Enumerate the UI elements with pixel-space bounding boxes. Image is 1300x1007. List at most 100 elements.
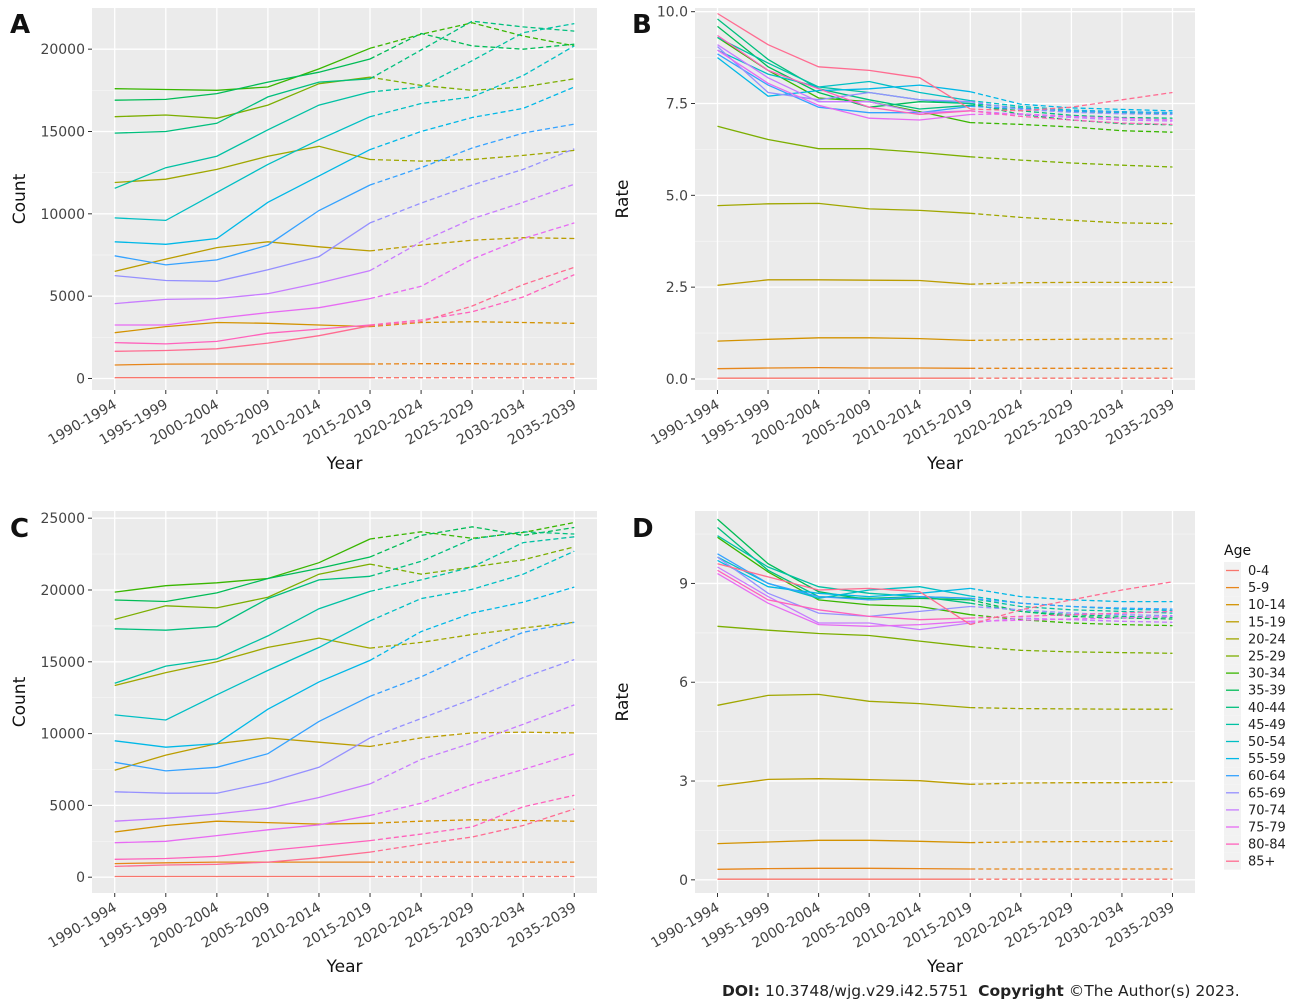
series-line-projected-30-34 (970, 614, 1173, 627)
series-line-observed-60-64 (114, 695, 371, 772)
legend-label: 40-44 (1248, 701, 1286, 716)
legend-label: 50-54 (1248, 735, 1286, 750)
copyright-label: Copyright (978, 982, 1064, 1000)
legend-label: 60-64 (1248, 769, 1286, 784)
series-line-projected-85+ (970, 91, 1173, 112)
series-line-observed-40-44 (717, 18, 971, 110)
legend-label: 80-84 (1248, 838, 1286, 853)
series-line-observed-15-19 (717, 279, 971, 286)
y-tick-label: 25000 (40, 511, 85, 527)
panel-letter: D (632, 514, 654, 544)
series-line-projected-50-54 (369, 45, 575, 118)
series-line-projected-40-44 (369, 20, 575, 80)
legend-label: 55-59 (1248, 752, 1286, 767)
series-line-observed-80-84 (114, 839, 371, 860)
legend-title: Age (1224, 543, 1251, 559)
x-axis-title: Year (926, 957, 963, 977)
legend-label: 70-74 (1248, 803, 1286, 818)
y-tick-label: 20000 (40, 42, 85, 58)
series-line-observed-70-74 (717, 566, 971, 631)
series-line-observed-5-9 (114, 861, 370, 865)
series-line-projected-75-79 (369, 222, 575, 300)
series-line-observed-10-14 (114, 820, 371, 833)
series-line-observed-10-14 (717, 839, 971, 845)
series-line-projected-50-54 (369, 550, 575, 622)
y-tick-label: 0 (76, 371, 85, 387)
series-line-observed-15-19 (717, 778, 971, 787)
panel-c: C05000100001500020000250001990-19941995-… (10, 511, 597, 977)
series-line-projected-25-29 (970, 646, 1173, 654)
legend: Age 0-4 5-9 10-14 15-19 20-24 25-29 30-34 35-39 4… (1224, 543, 1286, 870)
series-line-observed-75-79 (717, 49, 971, 121)
series-line-projected-75-79 (970, 615, 1173, 622)
series-line-projected-85+ (970, 581, 1173, 626)
series-line-projected-80-84 (970, 610, 1173, 619)
series-line-observed-40-44 (114, 78, 371, 134)
y-tick-label: 15000 (40, 124, 85, 140)
series-line-projected-20-24 (369, 621, 575, 649)
series-line-projected-25-29 (369, 546, 575, 575)
panel-b: B0.02.55.07.510.01990-19941995-19992000-… (613, 5, 1195, 474)
series-line-observed-55-59 (114, 659, 371, 748)
series-line-projected-45-49 (369, 536, 575, 593)
y-tick-label: 15000 (40, 655, 85, 671)
series-line-projected-75-79 (369, 753, 575, 817)
series-line-observed-70-74 (114, 269, 371, 305)
plot-background (695, 511, 1195, 893)
series-line-projected-10-14 (369, 321, 575, 328)
series-line-projected-15-19 (970, 281, 1173, 285)
y-tick-label: 10.0 (657, 5, 688, 21)
y-tick-label: 10000 (40, 207, 85, 223)
y-axis-title: Count (10, 173, 30, 224)
series-line-observed-30-34 (114, 47, 371, 91)
series-line-projected-70-74 (970, 617, 1173, 624)
series-line-observed-60-64 (114, 184, 371, 266)
copyright-value: ©The Author(s) 2023. (1068, 982, 1240, 1000)
series-line-observed-75-79 (114, 814, 371, 844)
legend-label: 25-29 (1248, 650, 1286, 665)
series-line-projected-35-39 (970, 599, 1173, 620)
doi-label: DOI: (722, 982, 761, 1000)
series-line-observed-5-9 (717, 366, 971, 370)
series-line-observed-85+ (114, 851, 371, 868)
series-line-observed-20-24 (717, 202, 971, 214)
series-line-observed-35-39 (114, 58, 371, 101)
series-line-observed-85+ (717, 563, 971, 626)
series-line-observed-70-74 (114, 783, 371, 822)
series-line-projected-80-84 (369, 274, 575, 326)
series-line-projected-25-29 (369, 76, 575, 91)
series-line-projected-65-69 (970, 101, 1173, 116)
series-line-projected-30-34 (970, 121, 1173, 133)
series-line-observed-40-44 (114, 575, 371, 631)
series-line-projected-40-44 (970, 104, 1173, 119)
series-line-projected-65-69 (970, 605, 1173, 617)
x-axis-title: Year (326, 957, 363, 977)
legend-label: 30-34 (1248, 667, 1286, 682)
series-line-observed-65-69 (114, 737, 371, 794)
y-tick-label: 10000 (40, 727, 85, 743)
y-tick-label: 5000 (49, 798, 85, 814)
y-axis-title: Count (10, 676, 30, 727)
series-line-observed-10-14 (717, 337, 971, 342)
series-line-observed-45-49 (114, 91, 371, 189)
series-line-observed-35-39 (717, 518, 971, 601)
series-line-observed-35-39 (114, 556, 371, 603)
series-line-projected-15-19 (369, 237, 575, 252)
series-line-observed-50-54 (717, 49, 971, 102)
series-line-observed-65-69 (717, 556, 971, 618)
y-tick-label: 0 (679, 873, 688, 889)
y-tick-label: 5.0 (666, 188, 688, 204)
panel-d: D03691990-19941995-19992000-20042005-200… (613, 511, 1195, 977)
series-line-projected-85+ (369, 266, 575, 327)
series-line-observed-55-59 (717, 57, 971, 97)
series-line-observed-80-84 (114, 324, 371, 345)
series-line-observed-20-24 (717, 693, 971, 709)
series-line-observed-25-29 (114, 76, 371, 119)
series-line-projected-10-14 (970, 338, 1173, 342)
footer-credit: DOI: 10.3748/wjg.v29.i42.5751 Copyright … (722, 982, 1240, 1000)
series-line-projected-60-64 (369, 621, 575, 697)
series-line-observed-5-9 (114, 363, 370, 366)
series-line-observed-60-64 (717, 53, 971, 114)
series-line-observed-80-84 (717, 34, 971, 116)
